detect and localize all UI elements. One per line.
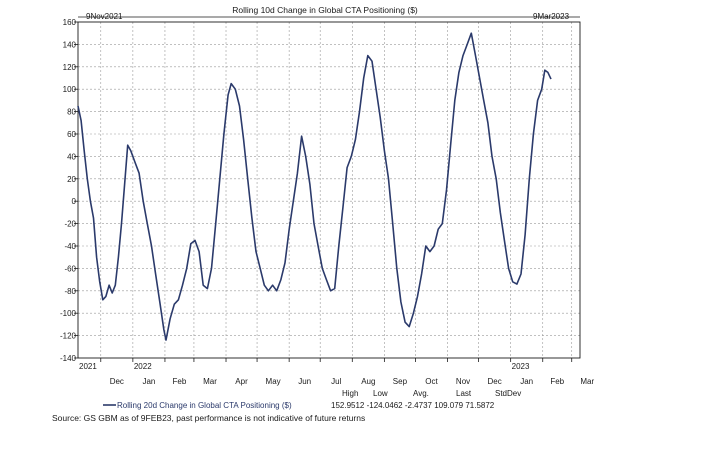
series-line: [77, 32, 552, 341]
x-tick-label: Jun: [298, 377, 311, 386]
y-tick-label: -60: [64, 264, 76, 273]
x-axis: Dec Jan Feb Mar Apr May Jun Jul Aug Sep Oct Nov Dec J…: [79, 358, 594, 386]
plot-area: [77, 21, 581, 359]
year-label: 2022: [134, 362, 152, 371]
stat-label-avg: Avg.: [413, 389, 429, 398]
stat-label-last: Last: [456, 389, 472, 398]
y-tick-label: -80: [64, 287, 76, 296]
gridlines: [78, 22, 580, 358]
x-tick-label: Aug: [361, 377, 375, 386]
source-note: Source: GS GBM as of 9FEB23, past perfor…: [52, 413, 365, 423]
y-tick-label: 20: [67, 175, 76, 184]
year-label: 2021: [79, 362, 97, 371]
legend: Rolling 20d Change in Global CTA Positio…: [103, 401, 495, 410]
x-tick-label: Dec: [110, 377, 124, 386]
stat-label-low: Low: [373, 389, 388, 398]
y-tick-label: 60: [67, 130, 76, 139]
year-label: 2023: [512, 362, 530, 371]
start-date-label: 9Nov2021: [86, 12, 123, 21]
x-tick-label: Dec: [487, 377, 501, 386]
x-tick-label: Feb: [550, 377, 564, 386]
y-tick-label: 140: [63, 40, 77, 49]
x-tick-label: Nov: [456, 377, 470, 386]
legend-values: 152.9512 -124.0462 -2.4737 109.079 71.58…: [331, 401, 495, 410]
x-tick-label: Sep: [393, 377, 408, 386]
y-tick-label: -100: [60, 309, 77, 318]
y-tick-label: -20: [64, 220, 76, 229]
x-tick-label: Mar: [203, 377, 217, 386]
end-date-label: 9Mar2023: [533, 12, 570, 21]
stats-block: High Low Avg. Last StdDev: [342, 389, 521, 398]
x-tick-label: Oct: [425, 377, 438, 386]
x-tick-label: Jan: [520, 377, 533, 386]
y-tick-label: 120: [63, 63, 77, 72]
y-tick-label: -140: [60, 354, 77, 363]
y-axis: -140 -120 -100 -80 -60 -40 -20 0 20 40 60 80 100 120 1…: [60, 18, 78, 363]
x-tick-label: May: [266, 377, 281, 386]
y-tick-label: 80: [67, 108, 76, 117]
x-tick-label: Jul: [331, 377, 341, 386]
y-tick-label: 40: [67, 152, 76, 161]
legend-label: Rolling 20d Change in Global CTA Positio…: [117, 401, 292, 410]
y-tick-label: 100: [63, 85, 77, 94]
x-tick-label: Mar: [580, 377, 594, 386]
x-tick-label: Jan: [142, 377, 155, 386]
y-tick-label: 0: [72, 197, 77, 206]
series-layer: [77, 32, 552, 341]
stat-label-stddev: StdDev: [495, 389, 521, 398]
y-tick-label: -40: [64, 242, 76, 251]
stat-label-high: High: [342, 389, 358, 398]
chart-title: Rolling 10d Change in Global CTA Positio…: [232, 5, 418, 15]
y-tick-label: 160: [63, 18, 77, 27]
x-tick-label: Apr: [235, 377, 248, 386]
x-tick-label: Feb: [173, 377, 187, 386]
y-tick-label: -120: [60, 332, 77, 341]
